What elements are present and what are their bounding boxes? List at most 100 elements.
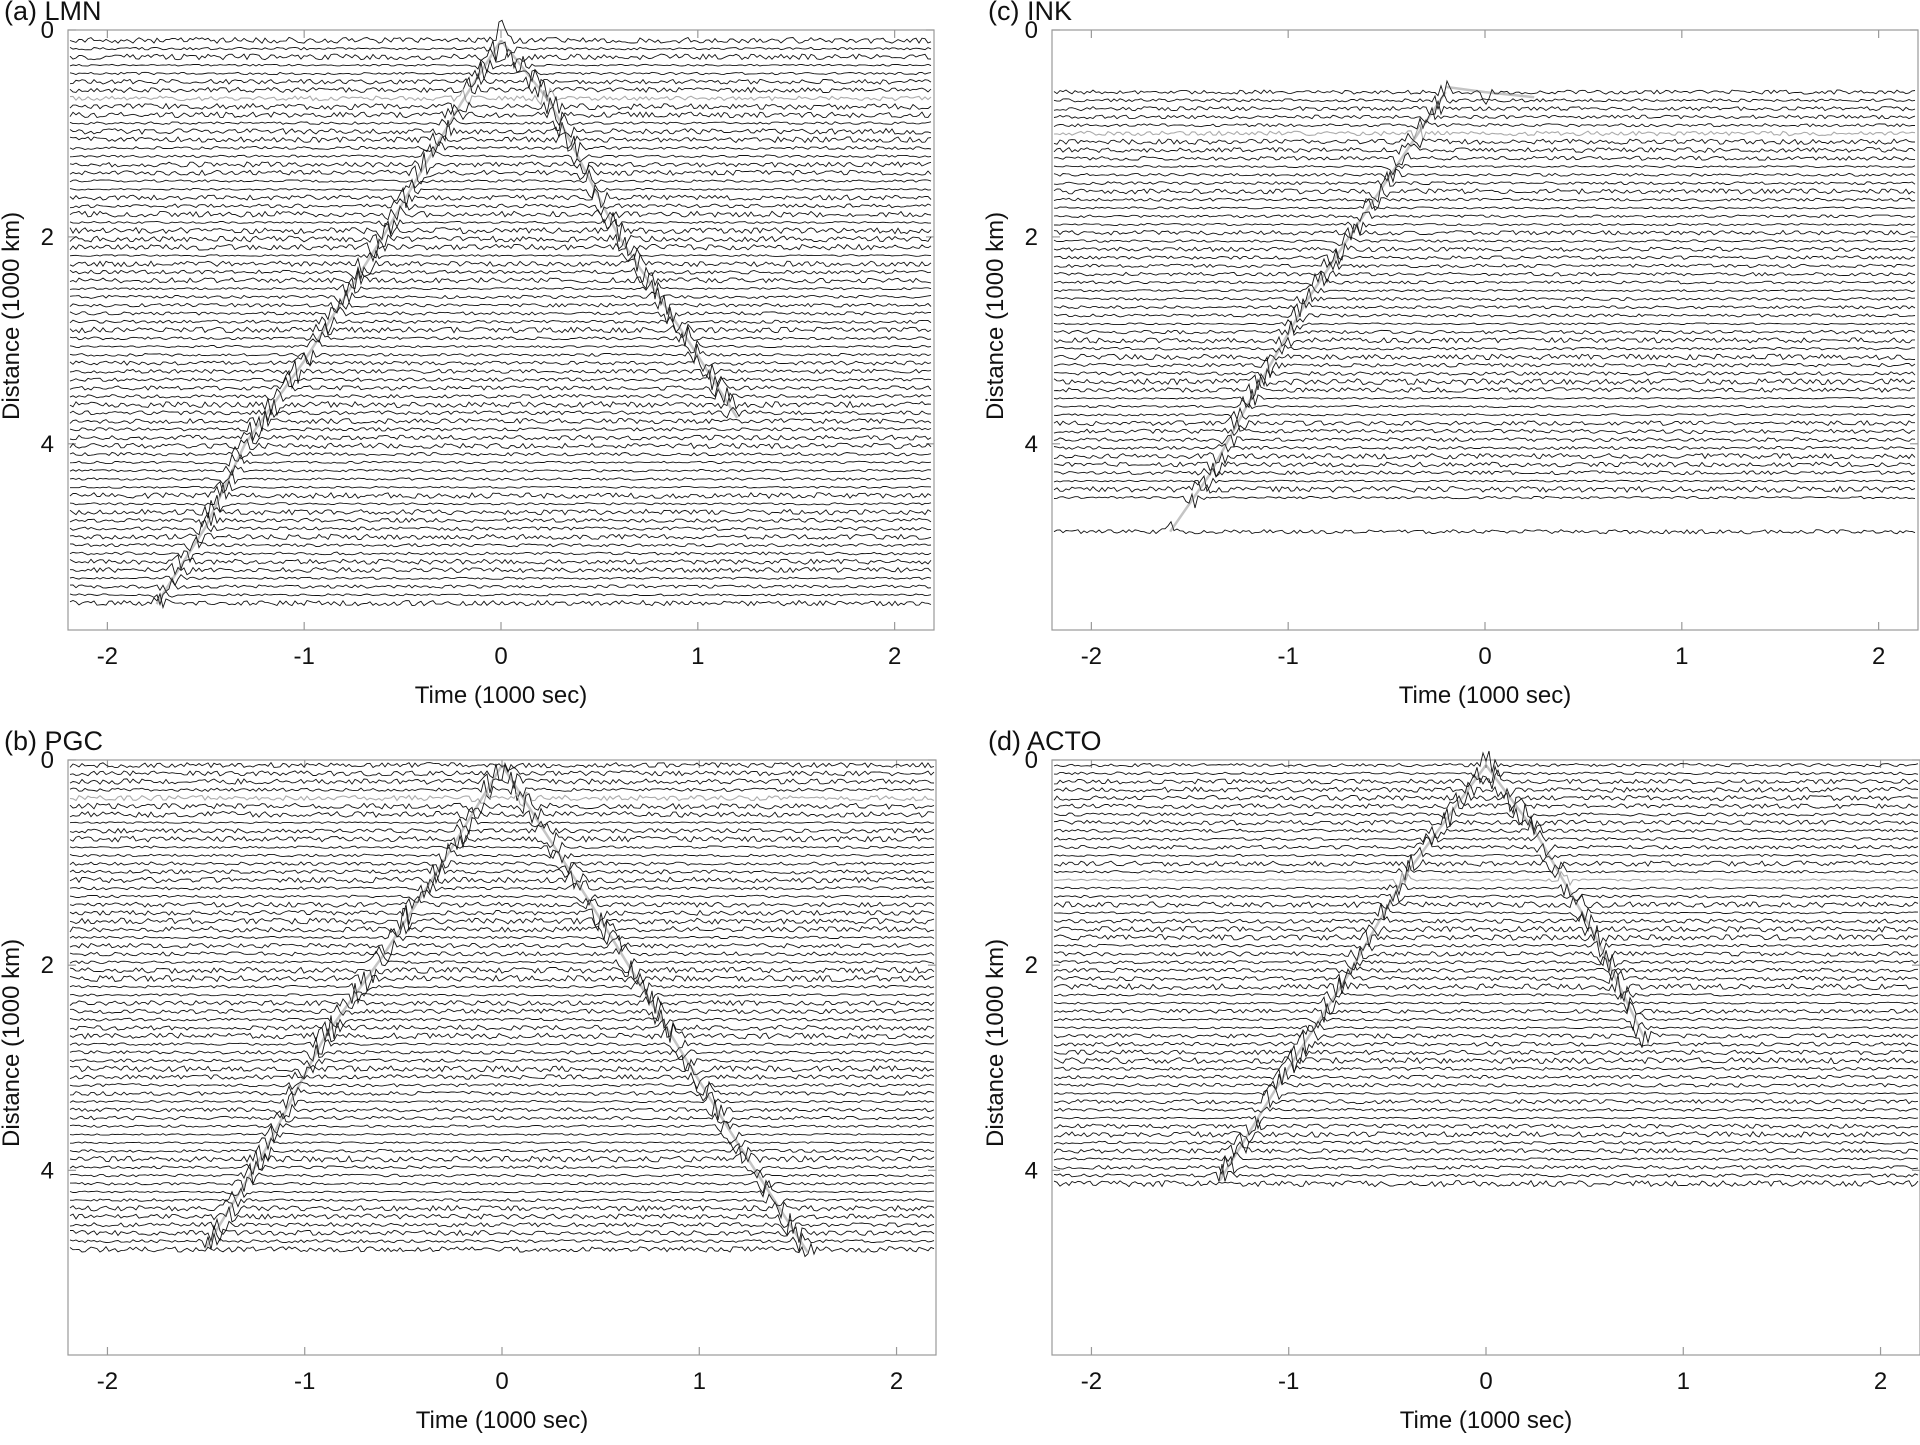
seismogram-trace: [69, 554, 932, 571]
seismogram-trace: [69, 56, 932, 74]
panel-title: (a) LMN: [4, 0, 102, 26]
x-tick: 2: [1874, 760, 1887, 1395]
seismogram-trace: [1053, 947, 1919, 967]
seismogram-trace: [1053, 1067, 1919, 1085]
arrival-branch-positive-time: [500, 764, 809, 1254]
plot-area: -2 -1 0 1 2 0 2 4: [1025, 747, 1920, 1395]
y-tick: 0: [1025, 17, 1918, 44]
seismogram-trace: [1053, 152, 1916, 167]
axes-frame: [1051, 759, 1920, 1356]
y-tick-label: 2: [1025, 952, 1038, 979]
seismogram-trace: [69, 590, 932, 607]
seismogram-trace: [69, 495, 932, 513]
seismogram-trace: [1053, 79, 1916, 106]
panel-title: (b) PGC: [4, 726, 104, 756]
seismogram-trace: [69, 96, 932, 117]
seismogram-trace: [69, 816, 935, 836]
seismogram-trace: [69, 252, 932, 277]
seismogram-trace: [1053, 1000, 1919, 1023]
panel-title: (c) INK: [988, 0, 1072, 26]
seismogram-trace: [1053, 164, 1916, 176]
seismogram-trace: [1053, 1179, 1919, 1188]
seismogram-trace: [69, 960, 935, 984]
seismogram-trace: [69, 387, 932, 405]
seismogram-trace: [1053, 764, 1919, 785]
y-tick-label: 4: [1025, 431, 1038, 458]
seismogram-trace: [1053, 750, 1919, 773]
seismogram-trace: [1053, 249, 1916, 267]
seismogram-trace: [1053, 221, 1916, 235]
seismogram-trace: [69, 265, 932, 284]
x-tick-label: 1: [1677, 1368, 1690, 1395]
seismogram-trace: [1053, 170, 1916, 187]
x-tick: 1: [1675, 30, 1688, 670]
x-tick-label: 1: [693, 1368, 706, 1395]
arrival-branch-negative-time: [1218, 764, 1488, 1182]
waveform-traces: [1053, 750, 1919, 1188]
seismogram-trace: [1053, 461, 1916, 478]
panel-title: (d) ACTO: [988, 726, 1102, 756]
seismogram-trace: [69, 212, 932, 235]
seismogram-trace: [1053, 406, 1916, 421]
seismogram-trace: [70, 1137, 935, 1155]
arrival-branch-negative-time: [155, 39, 503, 605]
seismogram-trace: [69, 270, 932, 290]
seismogram-trace: [1053, 443, 1916, 453]
seismogram-trace: [1053, 492, 1916, 509]
y-tick: 4: [1025, 431, 1918, 458]
seismogram-trace: [69, 40, 932, 61]
seismogram-trace: [1053, 270, 1916, 284]
seismogram-trace: [69, 536, 932, 552]
seismogram-trace: [69, 445, 932, 460]
seismogram-trace: [69, 152, 932, 176]
seismogram-trace: [1054, 1020, 1919, 1039]
seismogram-trace: [69, 895, 935, 911]
seismogram-trace: [70, 1176, 935, 1195]
seismogram-trace: [69, 247, 932, 263]
seismogram-trace: [69, 421, 932, 442]
seismogram-trace: [1053, 475, 1916, 493]
seismogram-trace: [69, 907, 935, 932]
seismogram-trace: [1053, 197, 1916, 212]
y-tick: 0: [41, 17, 934, 44]
seismogram-trace: [1053, 335, 1915, 348]
seismogram-trace: [69, 468, 932, 485]
seismogram-trace: [1053, 974, 1919, 1000]
seismogram-trace: [69, 431, 932, 445]
x-tick: 2: [888, 30, 901, 670]
seismogram-trace: [1054, 985, 1919, 1004]
x-tick-label: 2: [1874, 1368, 1887, 1395]
seismogram-trace: [69, 218, 932, 242]
seismogram-trace: [1053, 271, 1916, 287]
seismogram-trace: [69, 392, 932, 417]
seismogram-trace: [1053, 434, 1916, 449]
seismogram-trace: [1053, 242, 1916, 261]
arrival-branch-positive-time: [1445, 85, 1535, 99]
seismogram-trace: [69, 950, 935, 974]
x-tick: 0: [494, 30, 508, 670]
seismogram-trace: [69, 146, 932, 166]
x-axis-label: Time (1000 sec): [415, 1407, 589, 1434]
x-tick-label: 2: [890, 1368, 903, 1395]
seismogram-trace: [69, 971, 935, 993]
seismogram-trace: [69, 452, 932, 467]
x-axis-label: Time (1000 sec): [1398, 682, 1572, 709]
seismogram-trace: [69, 889, 935, 907]
seismogram-trace: [1053, 795, 1919, 815]
seismogram-trace: [69, 1179, 935, 1199]
x-tick: -1: [294, 30, 315, 670]
seismogram-trace: [70, 562, 932, 576]
seismogram-trace: [69, 1232, 935, 1252]
seismogram-trace: [1053, 925, 1919, 948]
seismogram-trace: [1053, 355, 1916, 378]
seismogram-trace: [1053, 305, 1916, 323]
seismogram-trace: [69, 406, 932, 423]
seismogram-trace: [69, 306, 932, 325]
seismogram-trace: [69, 822, 935, 845]
seismogram-trace: [69, 1198, 935, 1220]
seismogram-trace: [1053, 1056, 1919, 1074]
seismogram-trace: [69, 927, 935, 946]
seismogram-trace: [1053, 211, 1916, 223]
seismogram-trace: [1053, 913, 1919, 933]
seismogram-trace: [1053, 389, 1916, 409]
